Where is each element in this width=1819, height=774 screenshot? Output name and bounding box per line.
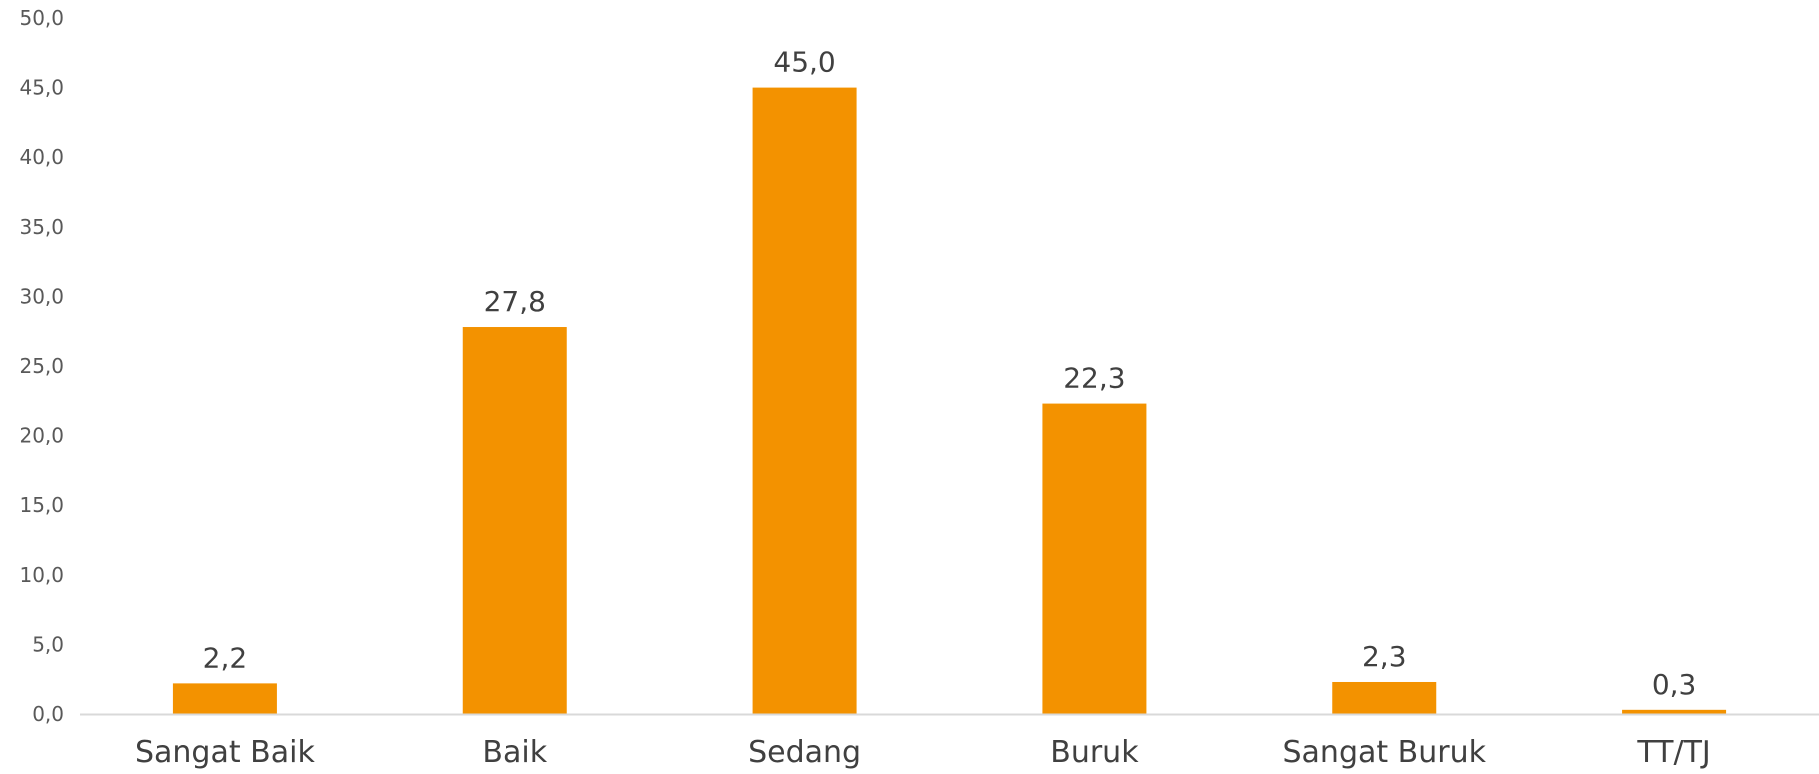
category-label: Sedang [748,735,861,770]
y-tick-label: 20,0 [19,424,64,448]
category-label: TT/TJ [1636,735,1710,770]
y-axis-ticks: 0,0 5,0 10,0 15,0 20,0 25,0 30,0 35,0 40,0 45,0 50… [19,6,64,726]
y-tick-label: 15,0 [19,493,64,517]
category-label: Baik [482,735,547,770]
y-tick-label: 50,0 [19,6,64,30]
bars-group [172,87,1727,715]
data-labels-group: 2,2 27,8 45,0 22,3 2,3 0,3 [203,46,1697,701]
bar [462,327,567,714]
bar [1042,403,1147,714]
data-label: 27,8 [484,285,546,318]
y-tick-label: 0,0 [32,702,64,726]
category-label: Sangat Baik [135,735,315,770]
y-tick-label: 30,0 [19,284,64,308]
x-axis-labels: Sangat Baik Baik Sedang Buruk Sangat Buruk TT… [135,735,1711,770]
y-tick-label: 10,0 [19,563,64,587]
y-tick-label: 45,0 [19,76,64,100]
data-label: 0,3 [1652,668,1697,701]
y-tick-label: 5,0 [32,632,64,656]
data-label: 2,3 [1362,640,1407,673]
bar [172,683,277,714]
category-label: Sangat Buruk [1283,735,1487,770]
data-label: 45,0 [773,46,835,79]
data-label: 22,3 [1063,362,1125,395]
data-label: 2,2 [203,641,248,674]
y-tick-label: 25,0 [19,354,64,378]
bar [1622,709,1727,714]
y-tick-label: 40,0 [19,145,64,169]
category-label: Buruk [1050,735,1139,770]
bar [752,87,857,715]
y-tick-label: 35,0 [19,215,64,239]
bar [1332,681,1437,714]
